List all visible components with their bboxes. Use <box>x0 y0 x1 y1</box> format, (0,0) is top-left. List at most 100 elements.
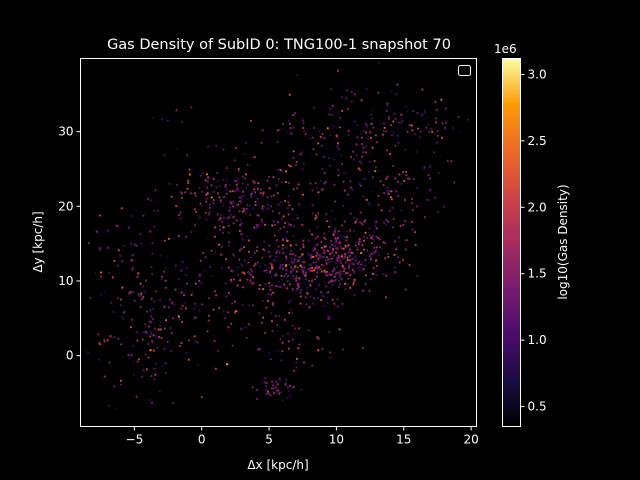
scatter-point <box>362 146 365 149</box>
scatter-point <box>215 144 218 147</box>
scatter-point <box>198 309 201 312</box>
scatter-point <box>174 288 177 291</box>
scatter-point <box>293 249 296 252</box>
scatter-point <box>285 268 288 272</box>
scatter-point <box>294 254 297 257</box>
scatter-point <box>337 254 340 257</box>
scatter-point <box>333 267 336 270</box>
scatter-point <box>273 234 276 237</box>
scatter-point <box>452 127 455 130</box>
scatter-point <box>359 184 362 187</box>
scatter-point <box>123 245 126 248</box>
scatter-point <box>333 275 337 278</box>
scatter-point <box>367 170 370 173</box>
scatter-point <box>170 195 173 198</box>
scatter-point <box>218 196 221 199</box>
scatter-point <box>150 374 153 378</box>
scatter-point <box>229 201 232 204</box>
scatter-point <box>309 255 313 258</box>
scatter-point <box>285 230 288 233</box>
scatter-point <box>256 187 259 190</box>
scatter-point <box>296 213 299 217</box>
scatter-point <box>160 275 163 278</box>
scatter-point <box>267 250 270 253</box>
scatter-point <box>401 172 404 175</box>
scatter-point <box>323 269 326 272</box>
scatter-point <box>322 305 325 308</box>
scatter-point <box>370 117 373 120</box>
scatter-point <box>235 310 238 313</box>
scatter-point <box>116 264 119 267</box>
scatter-point <box>242 207 245 210</box>
scatter-point <box>157 328 160 331</box>
scatter-point <box>416 274 419 278</box>
scatter-point <box>320 144 323 147</box>
scatter-point <box>295 187 299 190</box>
scatter-point <box>305 270 308 273</box>
scatter-point <box>317 337 320 341</box>
scatter-point <box>280 217 284 220</box>
scatter-point <box>229 183 232 186</box>
scatter-point <box>434 196 437 199</box>
scatter-point <box>279 227 282 230</box>
scatter-point <box>151 340 154 343</box>
scatter-point <box>314 181 317 184</box>
scatter-point <box>295 258 298 261</box>
scatter-point <box>333 242 336 245</box>
scatter-point <box>276 389 280 392</box>
scatter-point <box>244 211 248 214</box>
scatter-point <box>366 125 369 128</box>
colorbar-tick-label: 3.0 <box>528 67 547 81</box>
colorbar-label: log10(Gas Density) <box>556 184 570 299</box>
scatter-point <box>347 266 350 269</box>
scatter-point <box>328 260 331 263</box>
scatter-point <box>383 221 386 224</box>
scatter-point <box>415 150 418 153</box>
scatter-point <box>277 349 280 352</box>
scatter-point <box>348 254 351 257</box>
scatter-point <box>194 316 197 319</box>
scatter-point <box>252 180 255 183</box>
scatter-point <box>411 197 414 200</box>
scatter-point <box>310 263 313 266</box>
scatter-point <box>289 126 292 130</box>
scatter-point <box>331 209 334 212</box>
x-axis-ticks: −5 0 5 10 15 20 <box>126 426 479 447</box>
scatter-point <box>281 267 284 270</box>
scatter-point <box>232 205 235 208</box>
scatter-point <box>281 350 284 353</box>
scatter-point <box>198 279 201 283</box>
scatter-point <box>138 302 141 305</box>
scatter-point <box>210 184 213 187</box>
legend-box[interactable] <box>458 65 471 76</box>
scatter-point <box>304 133 307 136</box>
scatter-point <box>311 212 314 215</box>
scatter-point <box>89 296 92 300</box>
scatter-point <box>166 119 169 122</box>
scatter-point <box>363 235 366 238</box>
scatter-point <box>259 191 262 195</box>
scatter-point <box>299 248 302 251</box>
scatter-point <box>103 291 106 294</box>
scatter-point <box>336 257 339 260</box>
scatter-point <box>163 239 166 242</box>
scatter-point <box>255 223 258 226</box>
scatter-point <box>325 256 329 259</box>
scatter-point <box>258 265 261 268</box>
scatter-point <box>289 299 292 302</box>
scatter-point <box>390 90 393 93</box>
scatter-point <box>159 254 162 257</box>
scatter-point <box>362 239 365 242</box>
scatter-point <box>308 306 311 309</box>
scatter-point <box>219 228 222 231</box>
scatter-point <box>326 127 329 130</box>
scatter-point <box>369 278 372 281</box>
scatter-point <box>232 200 235 203</box>
scatter-point <box>230 322 233 325</box>
scatter-point <box>329 356 332 359</box>
scatter-point <box>193 307 196 310</box>
scatter-point <box>374 170 377 173</box>
scatter-point <box>270 263 273 266</box>
scatter-point <box>316 235 319 238</box>
scatter-point <box>358 268 361 271</box>
